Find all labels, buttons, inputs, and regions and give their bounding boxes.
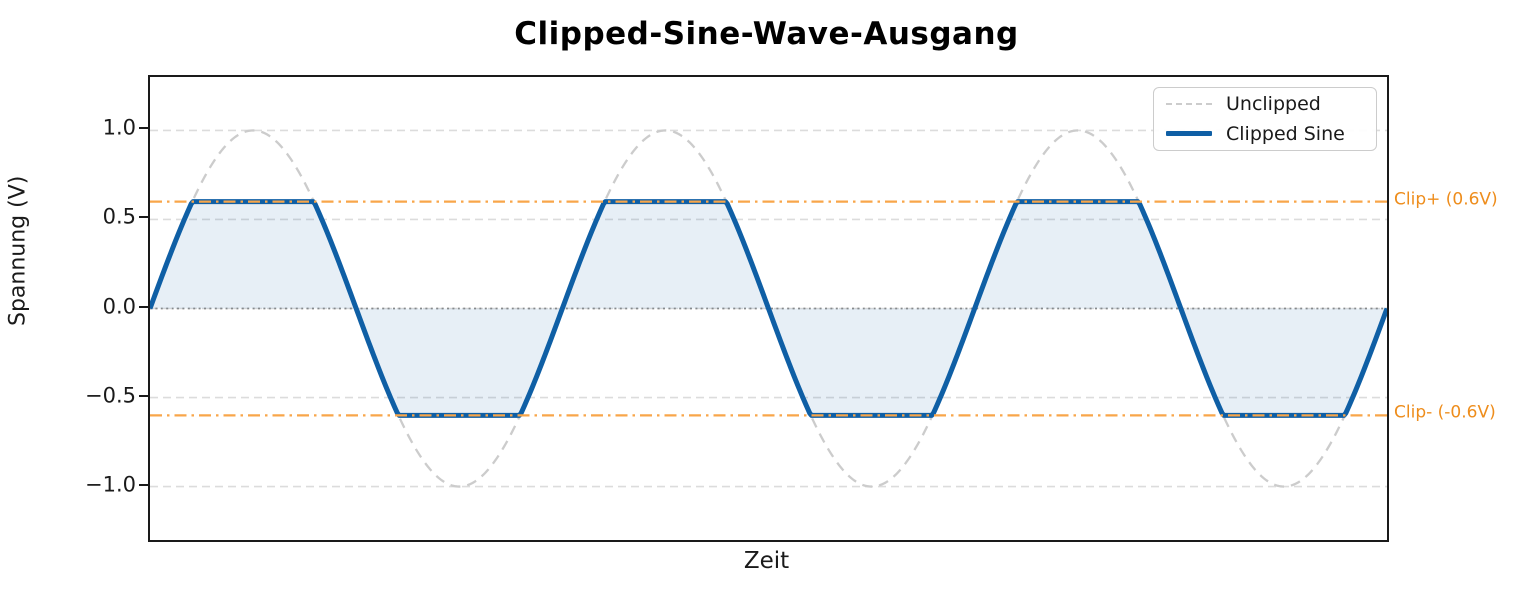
clipped-sine-line: [150, 199, 1387, 418]
legend-label: Unclipped: [1226, 93, 1321, 116]
unclipped-line-swatch-icon: [1166, 103, 1212, 106]
y-axis-label: Spannung (V): [5, 175, 31, 326]
plot-area: [148, 75, 1389, 542]
clip-plus-label: Clip+ (0.6V): [1394, 189, 1498, 210]
y-tick-label: −1.0: [85, 472, 136, 497]
legend-entry-unclipped: Unclipped: [1166, 92, 1366, 117]
x-axis-label: Zeit: [743, 548, 790, 574]
y-tick-mark: [139, 127, 148, 130]
y-tick-label: 0.5: [102, 204, 136, 229]
legend: Unclipped Clipped Sine: [1153, 87, 1377, 151]
y-tick-label: −0.5: [85, 383, 136, 408]
clipped-sine-line-swatch-icon: [1166, 131, 1212, 137]
y-tick-label: 1.0: [102, 115, 136, 140]
chart-title: Clipped-Sine-Wave-Ausgang: [514, 16, 1019, 52]
y-tick-mark: [139, 305, 148, 308]
y-tick-label: 0.0: [102, 294, 136, 319]
y-tick-mark: [139, 216, 148, 219]
legend-entry-clipped-sine: Clipped Sine: [1166, 122, 1366, 147]
chart-canvas: [150, 129, 1387, 488]
y-tick-mark: [139, 483, 148, 486]
y-tick-mark: [139, 394, 148, 397]
clip-minus-label: Clip- (-0.6V): [1394, 402, 1496, 423]
legend-label: Clipped Sine: [1226, 122, 1345, 145]
